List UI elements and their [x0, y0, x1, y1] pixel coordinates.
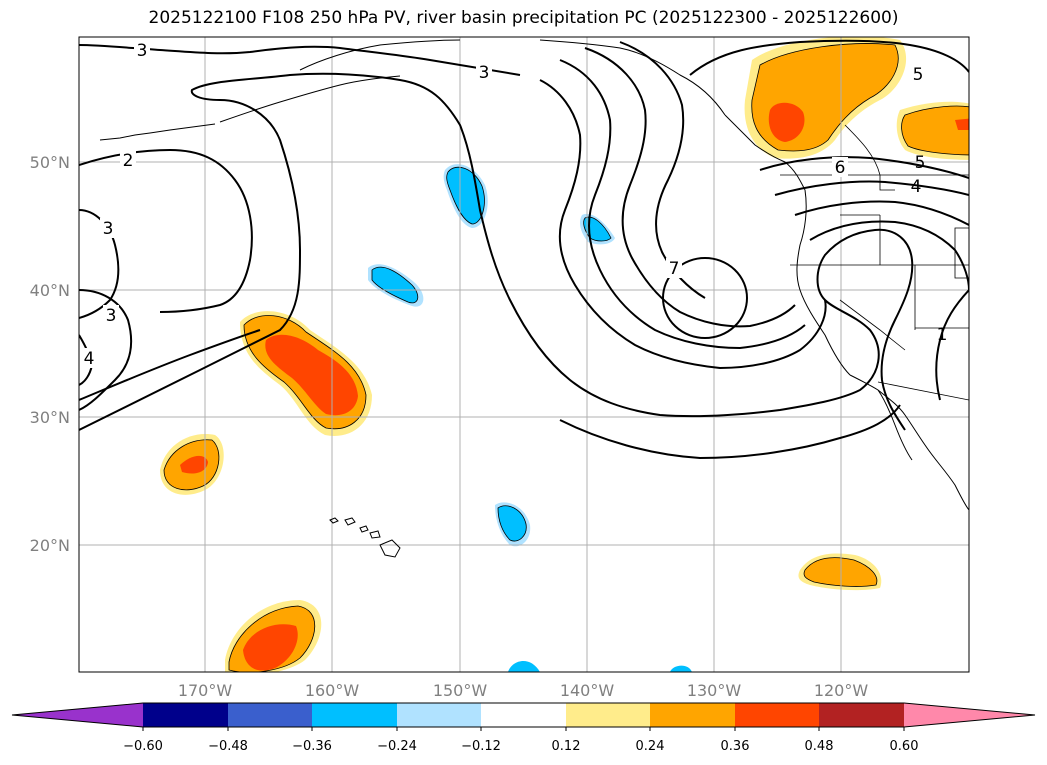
svg-text:3: 3 — [106, 306, 117, 326]
colorbar-right-extension — [904, 703, 1035, 727]
longitude-labels: 170°W 160°W 150°W 140°W 130°W 120°W — [178, 681, 869, 700]
colorbar-tick-label: −0.24 — [377, 739, 417, 754]
colorbar-tick-label: 0.24 — [636, 739, 665, 754]
colorbar-tick-label: 0.60 — [890, 739, 919, 754]
colorbar-segment — [228, 703, 312, 727]
colorbar-segment — [819, 703, 904, 727]
colorbar-segment — [143, 703, 228, 727]
colorbar: −0.60 −0.48 −0.36 −0.24 −0.12 0.12 0.24 … — [11, 702, 1036, 754]
coastlines — [99, 39, 969, 558]
colorbar-segment — [312, 703, 397, 727]
map-title: 2025122100 F108 250 hPa PV, river basin … — [148, 8, 899, 28]
svg-text:3: 3 — [103, 219, 114, 239]
colorbar-segment — [735, 703, 819, 727]
lat-label: 50°N — [30, 153, 70, 172]
colorbar-segment — [566, 703, 650, 727]
svg-text:5: 5 — [915, 153, 926, 173]
colorbar-tick-label: −0.36 — [292, 739, 332, 754]
colorbar-tick-label: −0.12 — [461, 739, 501, 754]
latitude-labels: 50°N 40°N 30°N 20°N — [30, 153, 70, 555]
precip-outlines — [163, 43, 969, 672]
svg-text:4: 4 — [911, 177, 922, 197]
svg-text:2: 2 — [123, 151, 134, 171]
svg-text:6: 6 — [835, 158, 846, 178]
lon-label: 170°W — [178, 681, 233, 700]
precipitation-shading — [160, 37, 969, 672]
svg-text:3: 3 — [479, 63, 490, 83]
lon-label: 140°W — [560, 681, 615, 700]
lat-label: 20°N — [30, 536, 70, 555]
colorbar-left-extension — [12, 703, 143, 727]
lat-label: 30°N — [30, 408, 70, 427]
svg-text:1: 1 — [937, 325, 948, 345]
lon-label: 150°W — [433, 681, 488, 700]
map-frame — [78, 36, 970, 673]
svg-text:4: 4 — [84, 349, 95, 369]
lat-label: 40°N — [30, 281, 70, 300]
lon-label: 120°W — [814, 681, 869, 700]
colorbar-tick-label: 0.36 — [721, 739, 750, 754]
contour-labels: 3 3 2 3 3 4 7 6 5 5 4 1 — [81, 40, 947, 369]
svg-text:5: 5 — [913, 65, 924, 85]
colorbar-tick-label: 0.48 — [805, 739, 834, 754]
colorbar-segment — [481, 703, 566, 727]
graticule — [79, 37, 969, 672]
colorbar-tick-label: −0.48 — [208, 739, 248, 754]
colorbar-tick-label: 0.12 — [552, 739, 581, 754]
colorbar-segment — [397, 703, 481, 727]
lon-label: 130°W — [687, 681, 742, 700]
svg-text:3: 3 — [137, 41, 148, 61]
colorbar-tick-label: −0.60 — [123, 739, 163, 754]
colorbar-segment — [650, 703, 735, 727]
svg-text:7: 7 — [669, 259, 680, 279]
lon-label: 160°W — [305, 681, 360, 700]
